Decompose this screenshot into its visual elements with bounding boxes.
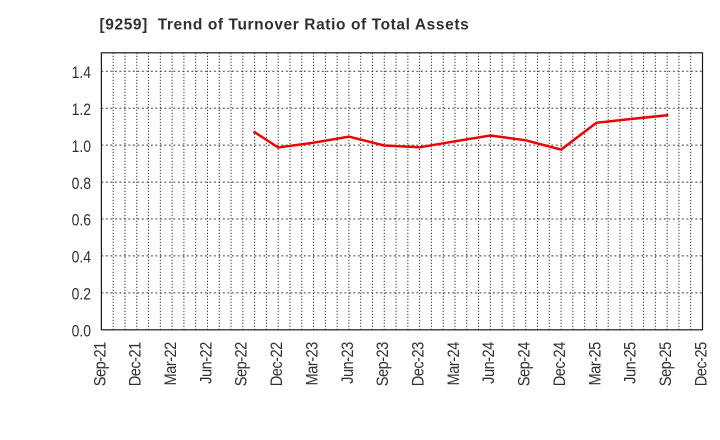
svg-text:0.2: 0.2 <box>72 285 91 303</box>
svg-text:Jun-24: Jun-24 <box>480 341 498 383</box>
svg-text:0.0: 0.0 <box>72 322 91 340</box>
svg-text:0.6: 0.6 <box>72 212 91 230</box>
svg-text:Sep-22: Sep-22 <box>233 342 251 386</box>
svg-text:Dec-21: Dec-21 <box>127 342 145 386</box>
svg-text:Jun-23: Jun-23 <box>339 342 357 384</box>
svg-text:Jun-22: Jun-22 <box>198 342 216 384</box>
svg-text:Dec-22: Dec-22 <box>268 342 286 386</box>
svg-text:Sep-24: Sep-24 <box>516 341 534 386</box>
svg-text:1.0: 1.0 <box>72 138 91 156</box>
svg-text:Sep-21: Sep-21 <box>92 342 110 386</box>
svg-text:Mar-24: Mar-24 <box>445 341 463 385</box>
svg-text:Sep-23: Sep-23 <box>374 342 392 386</box>
svg-text:0.8: 0.8 <box>72 175 91 193</box>
svg-text:0.4: 0.4 <box>72 248 92 266</box>
svg-text:1.2: 1.2 <box>72 101 91 119</box>
svg-text:Mar-25: Mar-25 <box>587 342 605 385</box>
svg-text:Dec-24: Dec-24 <box>551 341 569 386</box>
svg-text:Dec-23: Dec-23 <box>410 342 428 386</box>
svg-text:Sep-25: Sep-25 <box>657 342 675 386</box>
svg-text:Mar-22: Mar-22 <box>162 342 180 385</box>
svg-text:[9259] Trend of Turnover Rati: [9259] Trend of Turnover Ratio of Total … <box>100 17 470 34</box>
svg-text:Jun-25: Jun-25 <box>622 342 640 384</box>
svg-text:Mar-23: Mar-23 <box>304 342 322 385</box>
svg-text:1.4: 1.4 <box>72 64 92 82</box>
svg-text:Dec-25: Dec-25 <box>693 342 711 386</box>
